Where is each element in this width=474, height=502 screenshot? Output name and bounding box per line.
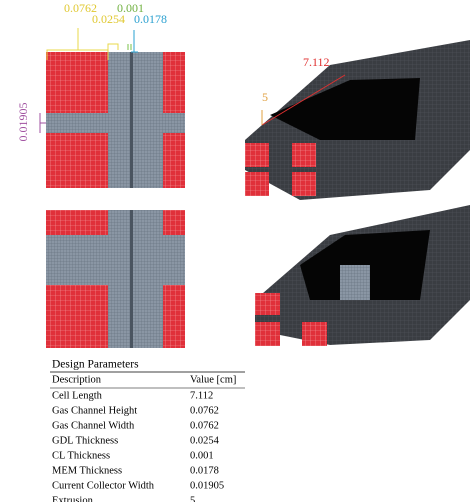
length-label: 7.112 — [303, 55, 330, 69]
table-cell: 0.001 — [190, 450, 214, 461]
table-cell: Cell Length — [52, 390, 103, 401]
extrusion-label: 5 — [262, 90, 268, 104]
dimension-label: 0.0254 — [92, 12, 125, 26]
table-cell: 7.112 — [190, 390, 213, 401]
cross-section-top — [46, 52, 185, 188]
table-title: Design Parameters — [52, 359, 139, 371]
table-cell: MEM Thickness — [52, 465, 122, 476]
table-cell: Current Collector Width — [52, 480, 155, 491]
table-cell: Gas Channel Height — [52, 405, 137, 416]
iso-view-bottom — [255, 205, 470, 346]
dimension-lines — [39, 28, 138, 133]
table-cell: Gas Channel Width — [52, 420, 135, 431]
table-cell: Extrusion — [52, 495, 94, 502]
table-cell: 0.0762 — [190, 420, 219, 431]
table-cell: 0.0254 — [190, 435, 220, 446]
dimension-label: 0.01905 — [16, 103, 30, 142]
dimension-label: 0.0178 — [134, 12, 167, 26]
table-cell: 0.0178 — [190, 465, 219, 476]
table-cell: GDL Thickness — [52, 435, 118, 446]
table-cell: 5 — [190, 495, 195, 502]
dimension-label: 0.001 — [117, 1, 144, 15]
dimension-label: 0.0762 — [64, 1, 97, 15]
table-header: Value [cm] — [190, 374, 236, 385]
iso-view-top — [245, 40, 470, 200]
parameter-table: Design Parameters Description Value [cm] C… — [50, 359, 245, 502]
table-cell: 0.0762 — [190, 405, 219, 416]
table-cell: CL Thickness — [52, 450, 110, 461]
table-header: Description — [52, 374, 102, 385]
table-cell: 0.01905 — [190, 480, 224, 491]
cross-section-bottom — [46, 210, 185, 348]
